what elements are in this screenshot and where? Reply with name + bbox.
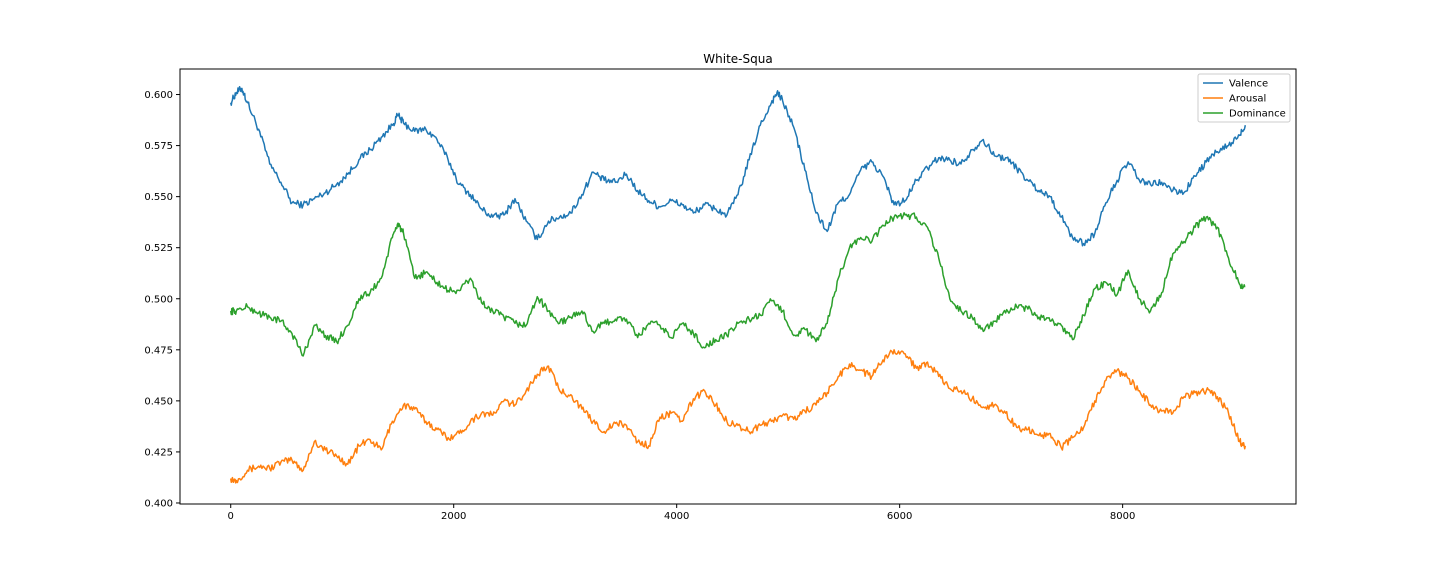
y-tick-label: 0.425 <box>144 447 173 458</box>
y-tick-label: 0.500 <box>144 294 173 305</box>
x-tick-label: 6000 <box>887 511 912 522</box>
legend-label-arousal: Arousal <box>1229 94 1266 105</box>
series-line-arousal <box>229 349 1247 484</box>
y-tick-label: 0.400 <box>144 498 173 509</box>
x-tick-label: 8000 <box>1110 511 1135 522</box>
y-tick-label: 0.575 <box>144 141 173 152</box>
y-tick-label: 0.525 <box>144 243 173 254</box>
x-tick-label: 0 <box>228 511 234 522</box>
legend-box <box>1197 73 1291 123</box>
legend: Valence Arousal Dominance <box>1197 73 1291 123</box>
y-tick-label: 0.450 <box>144 396 173 407</box>
series-line-dominance <box>229 212 1246 357</box>
chart-title: White-Squa <box>703 52 772 66</box>
y-tick-label: 0.475 <box>144 345 173 356</box>
series-line-valence <box>229 85 1247 247</box>
x-axis: 0 2000 4000 6000 8000 <box>228 504 1135 522</box>
legend-label-dominance: Dominance <box>1229 109 1286 120</box>
y-axis: 0.400 0.425 0.450 0.475 0.500 0.525 0.550 0.575… <box>144 90 180 509</box>
x-tick-label: 4000 <box>664 511 689 522</box>
series-layer <box>229 85 1247 484</box>
y-tick-label: 0.550 <box>144 192 173 203</box>
x-tick-label: 2000 <box>441 511 466 522</box>
y-tick-label: 0.600 <box>144 90 173 101</box>
legend-label-valence: Valence <box>1229 79 1268 90</box>
plot-area-frame <box>179 68 1297 505</box>
